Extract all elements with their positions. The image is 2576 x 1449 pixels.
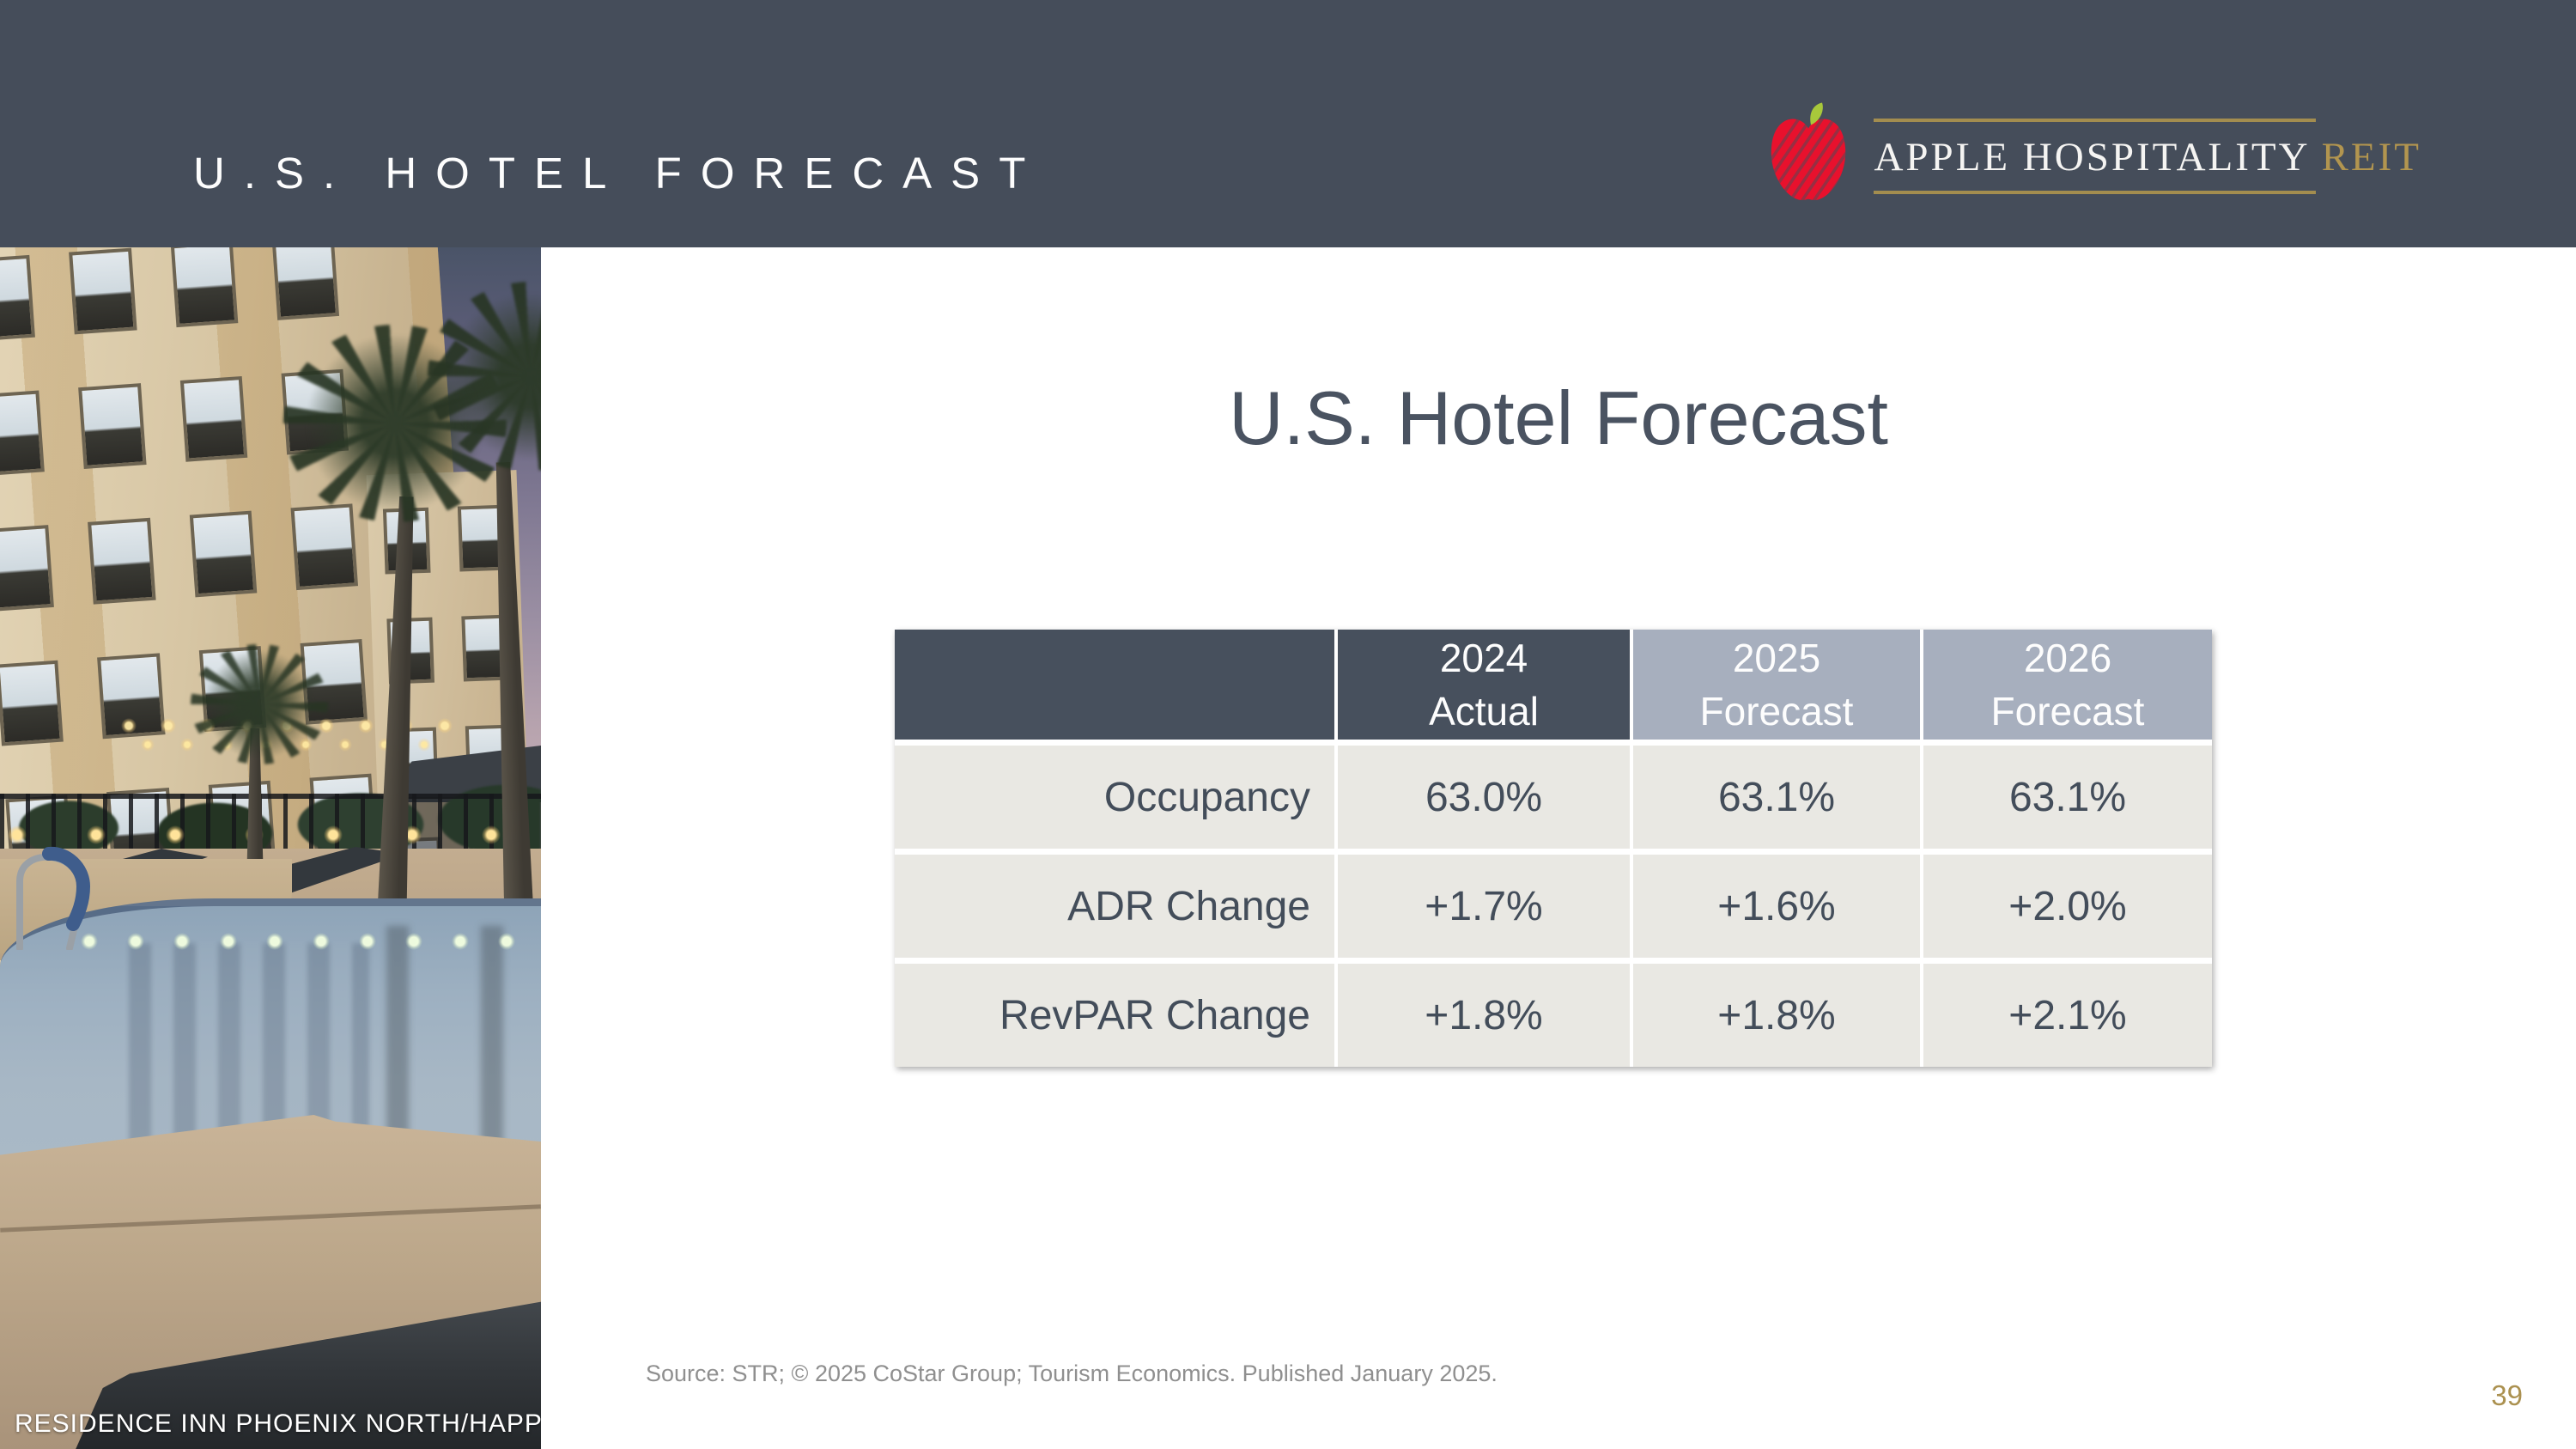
table-header-2025-forecast: 2025 Forecast [1633,630,1920,740]
slide-top-bar: U.S. HOTEL FORECAST [0,0,2576,247]
page-number: 39 [2491,1379,2523,1411]
photo-pool-light-reflections [77,926,541,974]
cell-adr-2025: +1.6% [1633,855,1920,958]
photo-pool-reflection [129,943,369,1149]
cell-occupancy-2024: 63.0% [1338,746,1630,849]
hotel-photo: RESIDENCE INN PHOENIX NORTH/HAPPY VALLEY [0,247,541,1449]
row-label-occupancy: Occupancy [895,746,1334,849]
header-year: 2025 [1732,635,1821,680]
logo-text-block: APPLE HOSPITALITY REIT [1874,119,2421,194]
apple-icon [1771,102,1846,201]
source-note: Source: STR; © 2025 CoStar Group; Touris… [646,1361,1498,1386]
forecast-table: 2024 Actual 2025 Forecast 2026 Forecast … [895,630,2212,1067]
cell-adr-2024: +1.7% [1338,855,1630,958]
page-title: U.S. Hotel Forecast [1229,375,1888,460]
row-label-adr-change: ADR Change [895,855,1334,958]
header-year: 2024 [1439,635,1528,680]
logo-primary-text: APPLE HOSPITALITY [1874,135,2309,180]
cell-occupancy-2026: 63.1% [1923,746,2212,849]
slide-header-title: U.S. HOTEL FORECAST [193,149,1045,198]
header-label: Actual [1429,689,1539,734]
photo-fence-lights [0,821,541,850]
cell-revpar-2025: +1.8% [1633,964,1920,1067]
header-label: Forecast [1699,689,1854,734]
slide-content: U.S. Hotel Forecast 2024 Actual 2025 For… [541,247,2576,1449]
company-logo: APPLE HOSPITALITY REIT [1765,101,2421,211]
cell-occupancy-2025: 63.1% [1633,746,1920,849]
table-header-blank [895,630,1334,740]
logo-wordmark: APPLE HOSPITALITY REIT [1874,122,2421,191]
cell-revpar-2026: +2.1% [1923,964,2212,1067]
table-header-2026-forecast: 2026 Forecast [1923,630,2212,740]
cell-adr-2026: +2.0% [1923,855,2212,958]
photo-pool-handrail [16,846,91,950]
header-label: Forecast [1990,689,2145,734]
cell-revpar-2024: +1.8% [1338,964,1630,1067]
logo-rule-bottom [1874,191,2317,194]
row-label-revpar-change: RevPAR Change [895,964,1334,1067]
header-year: 2026 [2023,635,2112,680]
photo-caption: RESIDENCE INN PHOENIX NORTH/HAPPY VALLEY [15,1409,541,1438]
photo-palm-canopy [191,644,328,764]
logo-accent-text: REIT [2321,135,2421,180]
logo-rule-top [1874,119,2317,122]
table-header-2024-actual: 2024 Actual [1338,630,1630,740]
